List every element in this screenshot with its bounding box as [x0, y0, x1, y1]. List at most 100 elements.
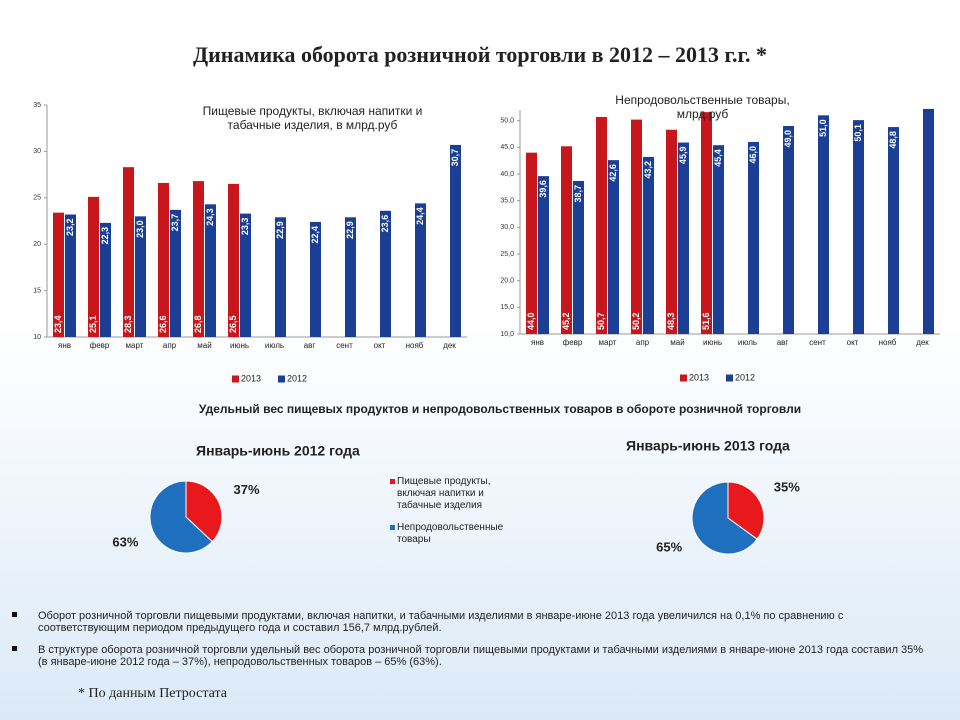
value-label: 39,6 [538, 180, 548, 198]
value-label: 24,4 [415, 207, 425, 225]
legend-label: 2013 [241, 373, 261, 383]
value-label: 51,0 [818, 119, 828, 137]
x-tick-label: нояб [879, 338, 897, 347]
x-tick-label: дек [916, 338, 929, 347]
bar [205, 204, 216, 337]
x-tick-label: июнь [703, 338, 722, 347]
value-label: 37% [234, 482, 260, 497]
x-tick-label: июнь [230, 341, 249, 350]
bar [888, 127, 899, 334]
x-tick-label: март [126, 341, 144, 350]
x-tick-label: февр [563, 338, 583, 347]
y-tick-label: 10,0 [500, 331, 514, 338]
bar [415, 203, 426, 337]
value-label: 35% [774, 479, 800, 494]
bar [783, 126, 794, 334]
bar [170, 209, 181, 337]
y-tick-label: 50,0 [500, 118, 514, 125]
value-label: 23,3 [240, 218, 250, 236]
x-tick-label: июль [265, 341, 284, 350]
value-label: 44,0 [526, 312, 536, 330]
y-tick-label: 45,0 [500, 144, 514, 151]
value-label: 50,7 [596, 312, 606, 330]
legend-swatch [278, 375, 285, 383]
value-label: 42,6 [608, 164, 618, 182]
x-tick-label: сент [336, 341, 353, 350]
value-label: 24,3 [205, 208, 215, 226]
bar [345, 217, 356, 337]
y-tick-label: 15 [33, 287, 41, 294]
bullets: Оборот розничной торговли пищевыми проду… [12, 610, 928, 668]
y-tick-label: 25,0 [500, 251, 514, 258]
value-label: 22,3 [100, 227, 110, 245]
bar [596, 116, 607, 334]
bar [240, 213, 251, 337]
y-tick-label: 30,0 [500, 224, 514, 231]
bar [678, 142, 689, 334]
bar [666, 129, 677, 334]
bar [608, 160, 619, 334]
y-tick-label: 20 [33, 241, 41, 248]
value-label: 22,9 [345, 221, 355, 239]
x-tick-label: янв [58, 341, 71, 350]
bar [158, 182, 169, 337]
value-label: 43,2 [643, 161, 653, 179]
x-tick-label: февр [90, 341, 110, 350]
value-label: 23,6 [380, 215, 390, 233]
y-tick-label: 15,0 [500, 304, 514, 311]
bar [818, 115, 829, 334]
section-title: Удельный вес пищевых продуктов и непродо… [198, 402, 802, 416]
bar [538, 176, 549, 334]
value-label: 28,3 [123, 315, 133, 333]
value-label: 22,9 [275, 221, 285, 239]
legend-label: 2013 [689, 372, 709, 382]
y-tick-label: 35,0 [500, 198, 514, 205]
value-label: 23,0 [135, 220, 145, 238]
footnote: * По данным Петростата [78, 686, 228, 701]
y-tick-label: 20,0 [500, 278, 514, 285]
bullet-text: Оборот розничной торговли пищевыми проду… [38, 610, 844, 634]
value-label: 50,2 [631, 312, 641, 330]
x-tick-label: дек [443, 341, 456, 350]
bar [193, 181, 204, 337]
bar [713, 145, 724, 334]
bar [561, 146, 572, 334]
bar [701, 112, 712, 334]
value-label: 22,4 [310, 226, 320, 244]
value-label: 26,6 [158, 315, 168, 333]
value-label: 23,2 [65, 219, 75, 237]
bar [123, 167, 134, 337]
legend-swatch [232, 375, 239, 383]
x-tick-label: окт [374, 341, 386, 350]
x-tick-label: авг [304, 341, 316, 350]
x-tick-label: май [197, 341, 211, 350]
legend-label: Непродовольственные товары [397, 522, 504, 545]
legend-swatch [726, 374, 733, 382]
pie-slice [185, 480, 223, 543]
y-tick-label: 25 [33, 195, 41, 202]
bar [65, 214, 76, 337]
value-label: 30,7 [450, 149, 460, 167]
pie-slice [149, 480, 213, 554]
value-label: 49,0 [783, 130, 793, 148]
x-tick-label: июль [738, 338, 757, 347]
bar [643, 156, 654, 334]
x-tick-label: апр [163, 341, 177, 350]
value-label: 38,7 [573, 185, 583, 203]
legend-swatch [390, 525, 395, 530]
x-tick-label: нояб [406, 341, 424, 350]
value-label: 45,4 [713, 149, 723, 167]
pie-slice [727, 481, 765, 540]
bar [748, 142, 759, 334]
bar [450, 144, 461, 337]
bar [573, 180, 584, 334]
bar [923, 108, 934, 334]
legend-swatch [680, 374, 687, 382]
legend-label: Пищевые продукты, включая напитки и таба… [397, 476, 491, 511]
value-label: 26,5 [228, 315, 238, 333]
bar [526, 152, 537, 334]
bullet: В структуре оборота розничной торговли у… [12, 644, 928, 668]
y-tick-label: 30 [33, 148, 41, 155]
